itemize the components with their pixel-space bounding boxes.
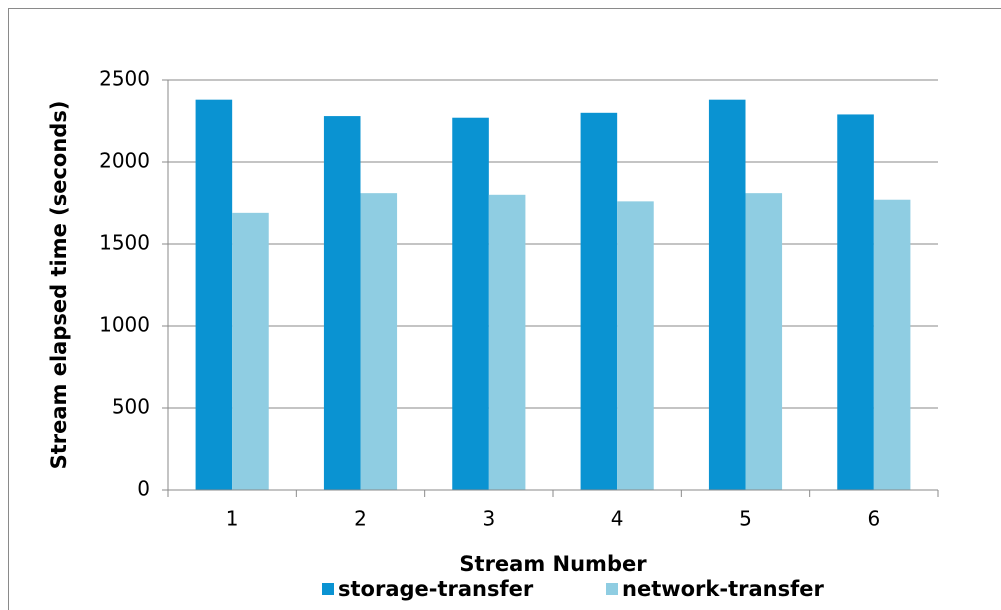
x-tick-label: 5 xyxy=(739,507,752,531)
bar xyxy=(837,114,874,490)
legend-label: storage-transfer xyxy=(338,577,534,601)
y-tick-label: 2500 xyxy=(99,67,150,91)
x-tick-label: 3 xyxy=(482,507,495,531)
y-tick-label: 1500 xyxy=(99,231,150,255)
bar xyxy=(617,201,654,491)
y-tick-label: 500 xyxy=(112,395,150,419)
bar xyxy=(452,117,489,490)
bar xyxy=(195,99,233,491)
bar xyxy=(232,212,269,490)
x-tick-label: 1 xyxy=(226,507,239,531)
legend-swatch xyxy=(322,583,334,595)
x-tick-label: 6 xyxy=(867,507,880,531)
bar xyxy=(745,193,783,490)
y-axis-title: Stream elapsed time (seconds) xyxy=(47,101,71,470)
bar xyxy=(360,193,398,490)
legend-label: network-transfer xyxy=(622,577,824,601)
bar xyxy=(708,99,746,491)
bar xyxy=(873,199,911,490)
y-tick-label: 2000 xyxy=(99,149,150,173)
y-tick-label: 0 xyxy=(137,477,150,501)
bar xyxy=(488,194,526,491)
legend-swatch xyxy=(606,583,618,595)
x-tick-label: 4 xyxy=(611,507,624,531)
y-tick-label: 1000 xyxy=(99,313,150,337)
x-tick-label: 2 xyxy=(354,507,367,531)
x-axis-title: Stream Number xyxy=(459,552,647,576)
bar xyxy=(323,116,361,490)
bar xyxy=(580,112,618,491)
